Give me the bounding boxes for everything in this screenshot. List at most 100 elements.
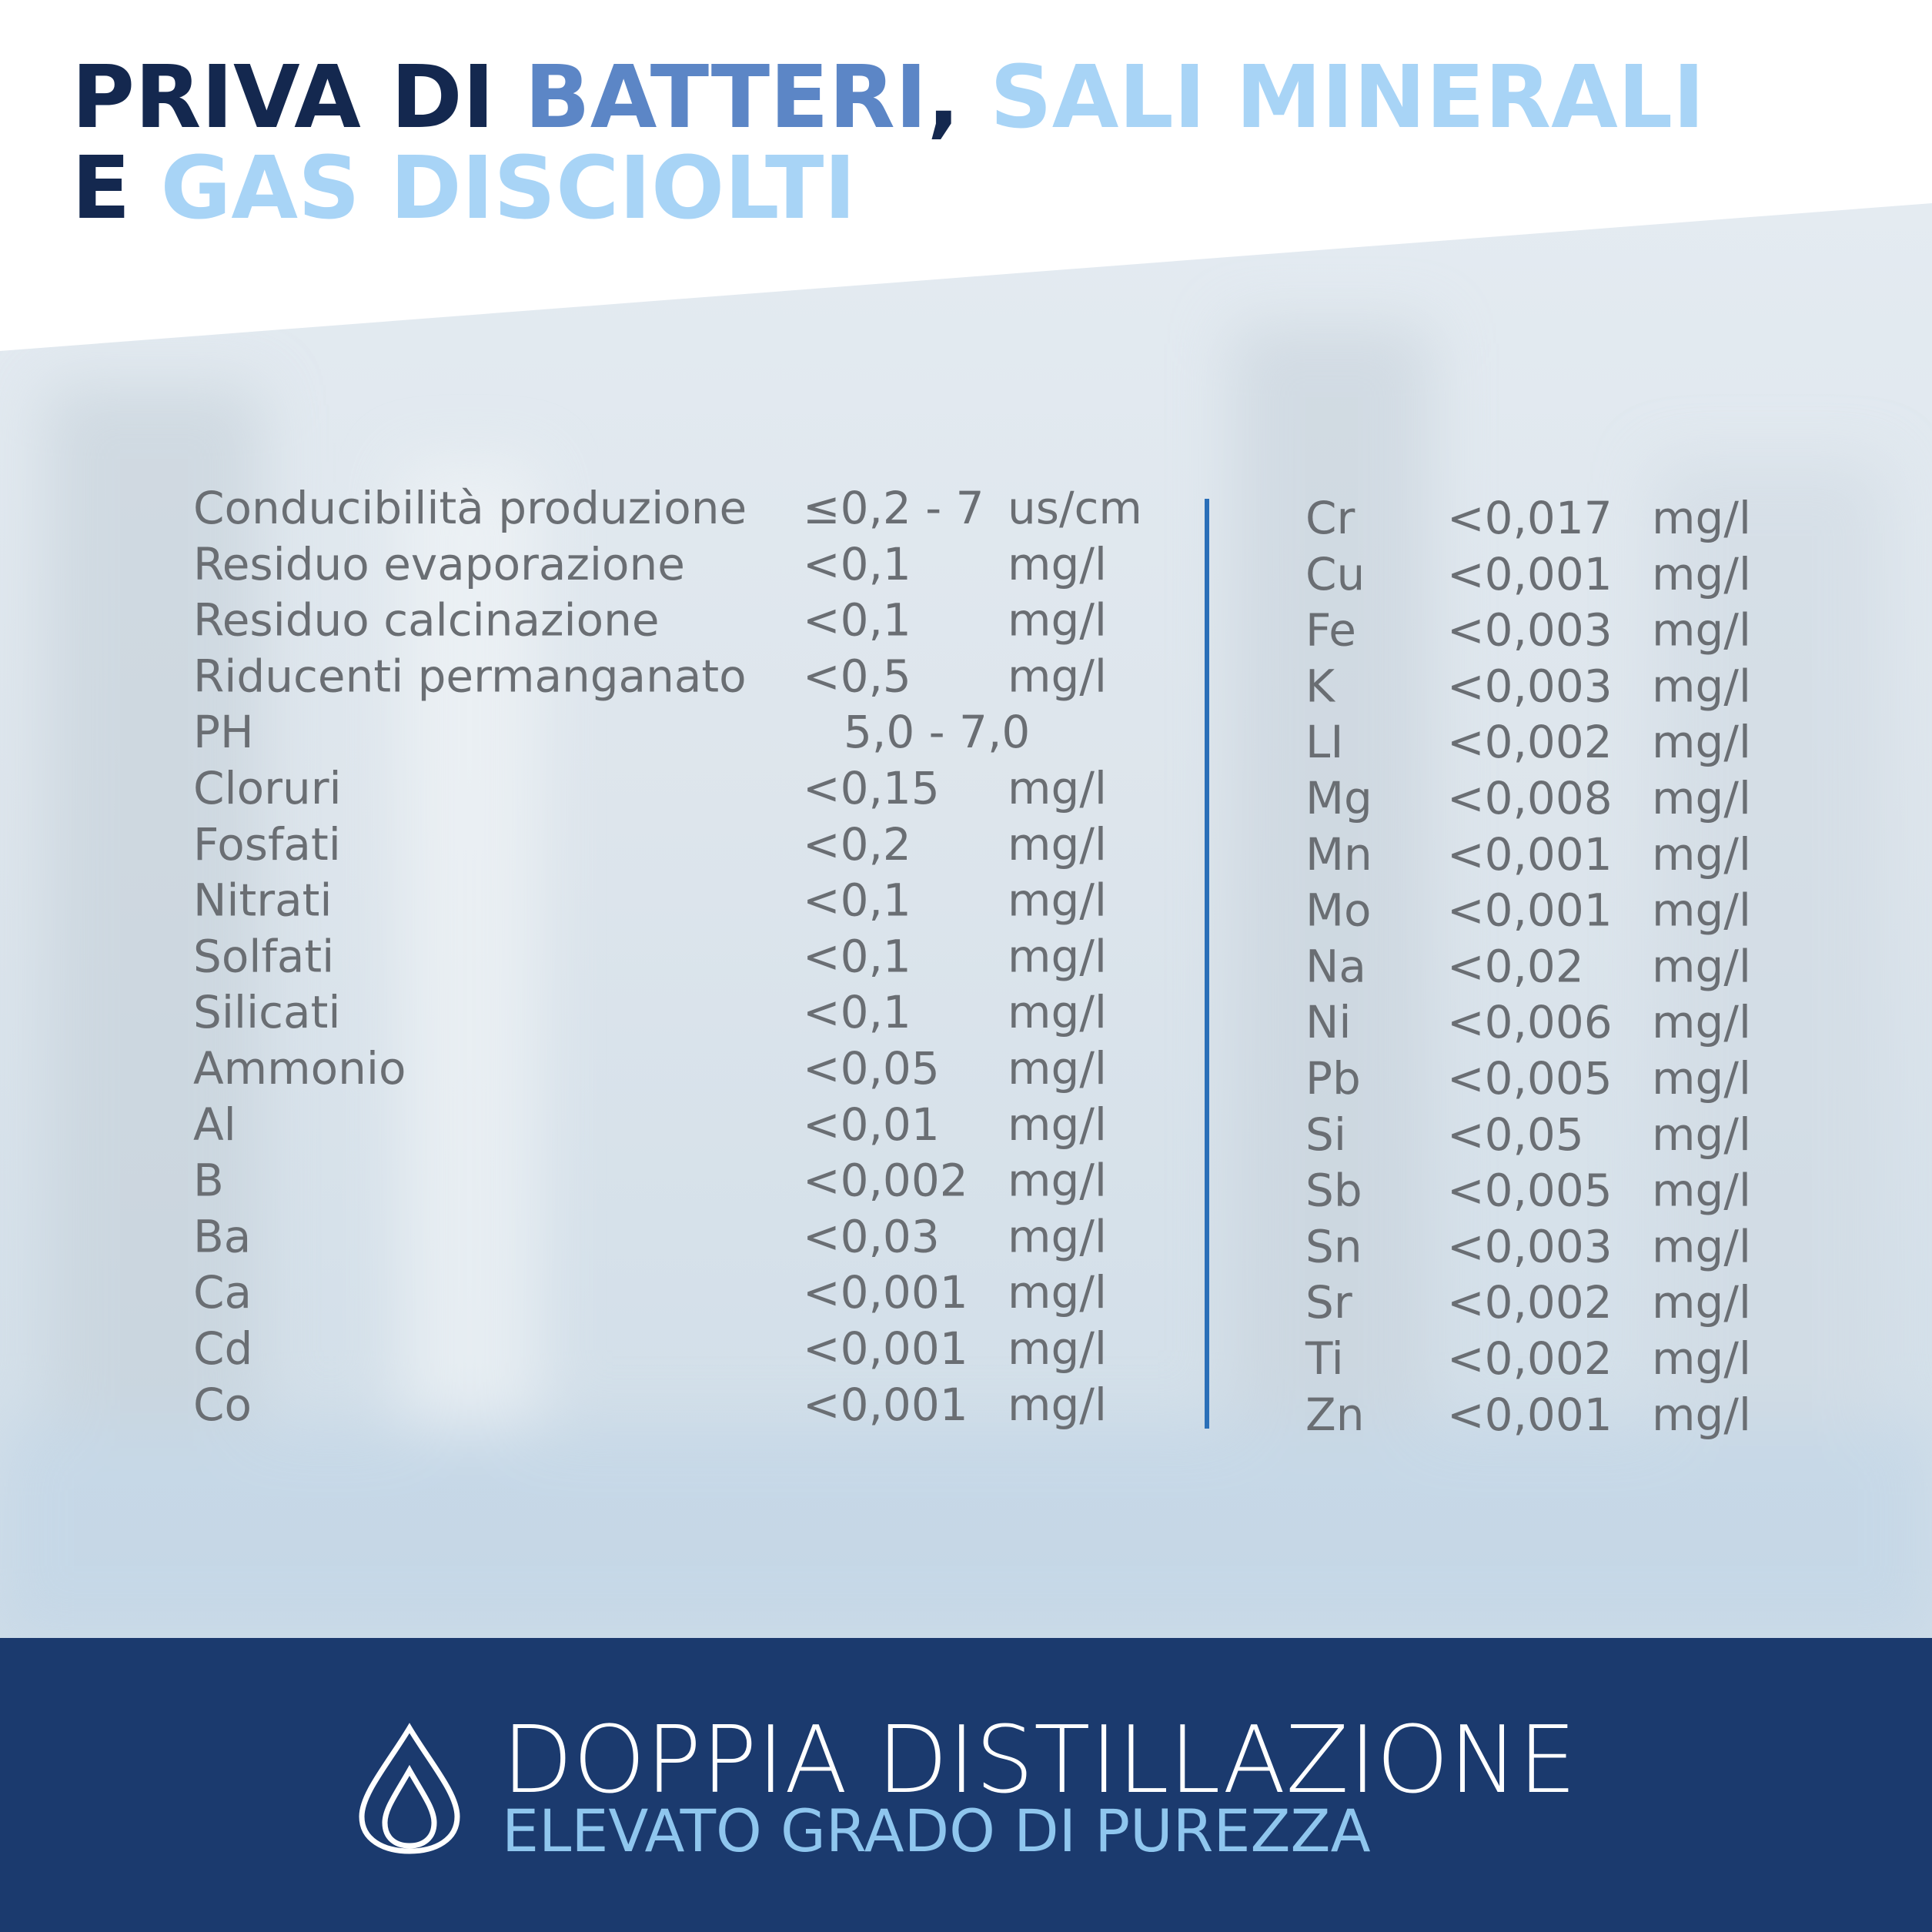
row-unit: mg/l [1008, 1042, 1107, 1095]
row-unit: mg/l [1008, 762, 1107, 814]
title-line-1: PRIVA DI BATTERI, SALI MINERALI [72, 48, 1705, 148]
row-label: Ammonio [193, 1042, 406, 1095]
row-value: <0,001 [803, 1379, 968, 1431]
row-value: <0,003 [1447, 660, 1613, 712]
row-label: Fe [1305, 604, 1356, 657]
title-part: , [928, 48, 991, 148]
row-label: Na [1305, 940, 1366, 992]
row-unit: mg/l [1008, 1379, 1107, 1431]
row-label: Mg [1305, 772, 1372, 824]
row-value: <0,005 [1447, 1052, 1613, 1105]
title-part: SALI MINERALI [990, 48, 1705, 148]
row-label: Ca [193, 1266, 252, 1319]
row-value: <0,05 [1447, 1108, 1584, 1161]
row-label: Nitrati [193, 874, 333, 927]
row-unit: mg/l [1008, 1266, 1107, 1319]
row-value: 5,0 - 7,0 [844, 706, 1030, 758]
title-line-2: E GAS DISCIOLTI [72, 139, 856, 239]
row-value: <0,001 [1447, 884, 1613, 937]
row-label: K [1305, 660, 1336, 712]
row-unit: mg/l [1008, 538, 1107, 590]
row-unit: mg/l [1652, 660, 1751, 712]
row-unit: mg/l [1652, 1220, 1751, 1272]
row-label: Co [193, 1379, 252, 1431]
row-value: <0,1 [803, 538, 911, 590]
row-value: <0,002 [1447, 1332, 1613, 1385]
row-label: LI [1305, 716, 1343, 768]
row-label: Conducibilità produzione [193, 482, 747, 534]
row-value: <0,005 [1447, 1165, 1613, 1217]
row-label: Sn [1305, 1220, 1362, 1272]
footer-title: DOPPIA DISTILLAZIONE [502, 1707, 1576, 1814]
row-unit: mg/l [1652, 1108, 1751, 1161]
row-unit: mg/l [1652, 604, 1751, 657]
row-label: Solfati [193, 930, 334, 982]
header-band [0, 0, 1932, 351]
row-value: <0,03 [803, 1210, 940, 1262]
row-label: Sb [1305, 1165, 1362, 1217]
row-label: Mn [1305, 828, 1372, 881]
row-value: <0,017 [1447, 492, 1613, 544]
row-value: <0,001 [1447, 828, 1613, 881]
drop-icon [359, 1723, 460, 1854]
row-value: ≤0,2 - 7 [803, 482, 984, 534]
row-label: Cd [193, 1322, 252, 1375]
row-value: <0,5 [803, 650, 911, 702]
row-value: <0,1 [803, 874, 911, 927]
row-value: <0,1 [803, 930, 911, 982]
row-label: Fosfati [193, 818, 341, 871]
row-unit: mg/l [1008, 650, 1107, 702]
row-unit: mg/l [1652, 1276, 1751, 1329]
row-unit: us/cm [1008, 482, 1142, 534]
row-value: <0,2 [803, 818, 911, 871]
row-value: <0,006 [1447, 996, 1613, 1048]
row-label: Silicati [193, 986, 340, 1038]
footer-band [0, 1638, 1932, 1932]
blurred-lab [0, 323, 1932, 1640]
row-unit: mg/l [1008, 1322, 1107, 1375]
title-part: GAS DISCIOLTI [161, 139, 857, 239]
row-label: Cr [1305, 492, 1355, 544]
row-value: <0,002 [1447, 716, 1613, 768]
row-unit: mg/l [1008, 986, 1107, 1038]
row-label: Ba [193, 1210, 251, 1262]
title-part: PRIVA DI [72, 48, 524, 148]
row-unit: mg/l [1008, 818, 1107, 871]
row-value: <0,1 [803, 594, 911, 647]
footer-subtitle: ELEVATO GRADO DI PUREZZA [502, 1797, 1371, 1865]
row-unit: mg/l [1652, 548, 1751, 600]
title-part: BATTERI [524, 48, 927, 148]
row-value: <0,002 [803, 1155, 968, 1207]
row-label: PH [193, 706, 254, 758]
row-value: <0,001 [1447, 1389, 1613, 1441]
row-label: Al [193, 1098, 236, 1151]
row-unit: mg/l [1652, 492, 1751, 544]
row-unit: mg/l [1652, 1332, 1751, 1385]
row-value: <0,01 [803, 1098, 940, 1151]
row-unit: mg/l [1008, 1098, 1107, 1151]
row-label: Ti [1305, 1332, 1344, 1385]
row-label: Cloruri [193, 762, 342, 814]
row-unit: mg/l [1008, 1210, 1107, 1262]
row-label: Zn [1305, 1389, 1365, 1441]
row-unit: mg/l [1652, 1165, 1751, 1217]
row-unit: mg/l [1008, 1155, 1107, 1207]
row-unit: mg/l [1652, 828, 1751, 881]
row-unit: mg/l [1652, 716, 1751, 768]
row-label: Pb [1305, 1052, 1361, 1105]
row-unit: mg/l [1008, 874, 1107, 927]
table: Conducibilità produzione ≤0,2 - 7 us/cm Res… [193, 482, 1751, 1441]
row-value: <0,003 [1447, 604, 1613, 657]
row-label: Mo [1305, 884, 1372, 937]
row-value: <0,003 [1447, 1220, 1613, 1272]
row-value: <0,02 [1447, 940, 1584, 992]
title-part: E [72, 139, 161, 239]
row-value: <0,001 [803, 1266, 968, 1319]
row-value: <0,008 [1447, 772, 1613, 824]
row-value: <0,001 [803, 1322, 968, 1375]
row-value: <0,002 [1447, 1276, 1613, 1329]
row-unit: mg/l [1652, 1052, 1751, 1105]
row-label: Si [1305, 1108, 1346, 1161]
row-unit: mg/l [1008, 594, 1107, 647]
